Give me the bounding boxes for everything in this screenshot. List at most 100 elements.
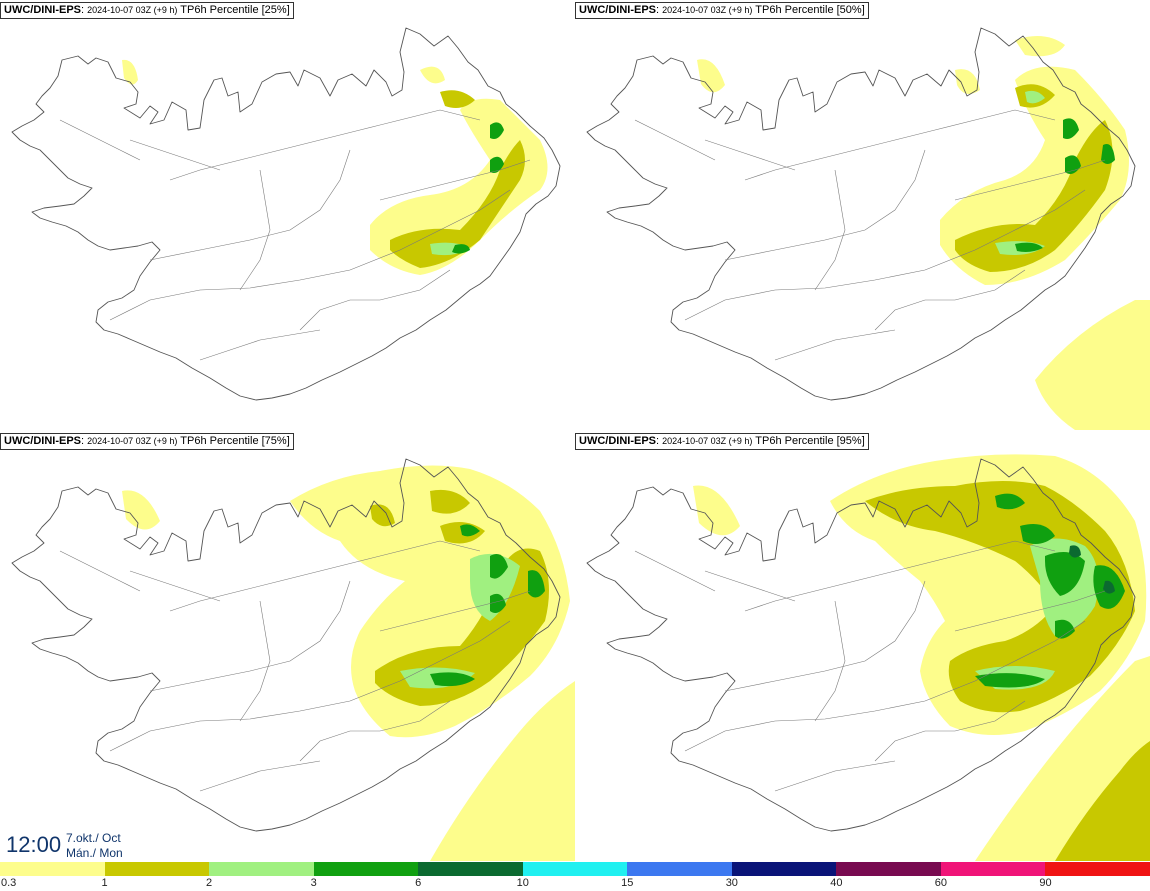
precip-contour <box>697 59 725 93</box>
precip-contour <box>490 122 504 139</box>
road-line <box>199 329 321 361</box>
colorbar-swatch <box>0 862 105 876</box>
run-time: 2024-10-07 03Z (+9 h) <box>87 5 178 15</box>
coastline <box>11 27 561 401</box>
precip-contour <box>430 489 470 514</box>
precip-contour <box>955 69 980 94</box>
precip-contour <box>1020 523 1055 545</box>
colorbar-swatch <box>731 862 837 876</box>
road-line <box>169 540 481 612</box>
road-line <box>704 139 796 171</box>
model-name: UWC/DINI-EPS <box>579 4 656 16</box>
colorbar-tick-label: 90 <box>1039 877 1052 889</box>
colorbar-tick-label: 10 <box>516 877 529 889</box>
precip-contour <box>440 90 475 108</box>
precip-contour <box>1045 552 1085 596</box>
colorbar-swatch <box>313 862 419 876</box>
model-name: UWC/DINI-EPS <box>4 435 81 447</box>
colorbar-tick-label: 2 <box>206 877 213 889</box>
road-line <box>239 600 271 722</box>
precip-contour <box>693 485 740 536</box>
colorbar-tick-label: 0.3 <box>1 877 17 889</box>
colorbar-swatch <box>627 862 732 876</box>
road-line <box>169 109 481 181</box>
valid-date-label: 7.okt./ Oct Mán./ Mon <box>66 831 123 861</box>
road-line <box>954 590 1106 632</box>
precip-contour <box>490 593 506 613</box>
iceland-map <box>586 27 1150 430</box>
road-line <box>149 149 351 261</box>
map-panel-p50: UWC/DINI-EPS: 2024-10-07 03Z (+9 h) TP6h… <box>575 0 1150 430</box>
colorbar-swatch <box>1045 862 1150 876</box>
iceland-map <box>586 454 1150 861</box>
panel-title: UWC/DINI-EPS: 2024-10-07 03Z (+9 h) TP6h… <box>0 2 294 19</box>
precip-colorbar <box>0 862 1150 876</box>
road-line <box>299 269 451 331</box>
road-line <box>704 570 796 602</box>
precip-contour <box>1103 580 1115 594</box>
map-panel-p25: UWC/DINI-EPS: 2024-10-07 03Z (+9 h) TP6h… <box>0 0 575 430</box>
colorbar-swatch <box>418 862 523 876</box>
precip-contour <box>122 59 138 85</box>
precip-contour <box>430 672 475 687</box>
colorbar-tick-label: 60 <box>934 877 948 889</box>
road-line <box>874 700 1026 762</box>
colorbar-swatch <box>209 862 314 876</box>
road-line <box>59 550 141 592</box>
valid-date: 7.okt./ Oct <box>66 831 121 845</box>
road-line <box>684 620 1086 752</box>
valid-time: 12:00 <box>6 832 62 857</box>
precip-contour <box>1015 36 1065 57</box>
colorbar-labels: 0.3 1 2 3 6 10 15 30 40 60 90 <box>0 877 1150 891</box>
road-line <box>299 700 451 762</box>
road-line <box>379 159 531 201</box>
precip-contour <box>1055 619 1075 639</box>
precip-contour <box>460 524 480 537</box>
colorbar-tick-label: 15 <box>621 877 634 889</box>
road-line <box>954 159 1106 201</box>
colorbar-tick-label: 30 <box>725 877 738 889</box>
coastline <box>11 458 561 832</box>
road-line <box>774 329 896 361</box>
field-name: TP6h Percentile [95%] <box>755 435 865 447</box>
colorbar-swatch <box>836 862 941 876</box>
road-line <box>634 119 716 161</box>
precip-contour <box>370 504 395 527</box>
precip-contour <box>452 244 470 254</box>
precip-contour <box>420 66 445 84</box>
coastline <box>586 27 1136 401</box>
iceland-map <box>11 458 575 861</box>
road-line <box>149 580 351 692</box>
precip-contour <box>1055 741 1150 861</box>
precip-contour <box>995 493 1025 510</box>
road-line <box>744 109 1056 181</box>
precip-contour <box>490 554 508 579</box>
precip-contour <box>490 156 504 173</box>
colorbar-swatch <box>940 862 1046 876</box>
road-line <box>109 189 511 321</box>
road-line <box>239 169 271 291</box>
road-line <box>129 570 221 602</box>
road-line <box>199 760 321 792</box>
precip-contour <box>975 673 1045 688</box>
valid-weekday: Mán./ Mon <box>66 846 123 860</box>
precip-contour <box>470 553 520 621</box>
precip-contour <box>865 481 1135 713</box>
precip-contour <box>430 681 575 861</box>
precip-contour <box>1069 545 1081 558</box>
valid-time-box: 12:00 7.okt./ Oct Mán./ Mon <box>0 828 128 862</box>
field-name: TP6h Percentile [25%] <box>180 4 290 16</box>
colorbar-swatch <box>104 862 210 876</box>
panel-title: UWC/DINI-EPS: 2024-10-07 03Z (+9 h) TP6h… <box>575 2 869 19</box>
road-line <box>744 540 1056 612</box>
precip-contour <box>122 490 160 530</box>
road-line <box>814 600 846 722</box>
road-line <box>59 119 141 161</box>
precip-contour <box>1015 242 1043 252</box>
road-line <box>774 760 896 792</box>
precip-contour <box>1063 118 1079 139</box>
road-line <box>724 580 926 692</box>
road-line <box>109 620 511 752</box>
panel-title: UWC/DINI-EPS: 2024-10-07 03Z (+9 h) TP6h… <box>575 433 869 450</box>
map-panel-p95: UWC/DINI-EPS: 2024-10-07 03Z (+9 h) TP6h… <box>575 431 1150 861</box>
